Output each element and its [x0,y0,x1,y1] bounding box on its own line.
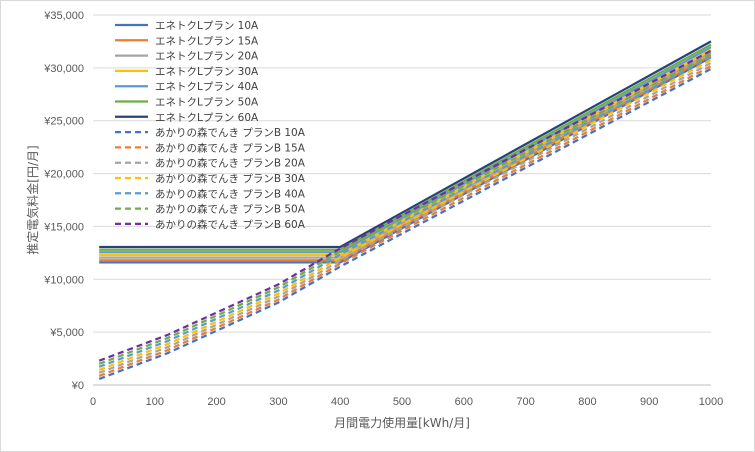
legend-label: あかりの森でんき プランB 50A [155,203,306,216]
y-axis-title: 推定電気料金[円/月] [25,145,40,254]
x-tick-labels: 0 100 200 300 400 500 600 700 800 900 1000 [90,396,723,408]
series-line-11 [98,58,712,371]
series-line-10 [98,61,712,374]
series-line-7 [99,40,712,249]
y-tick-label: ¥0 [71,380,84,392]
legend-label: あかりの森でんき プランB 60A [155,218,306,231]
y-tick-label: ¥25,000 [43,116,84,128]
series-line-12 [98,55,712,368]
x-tick-label: 900 [640,396,658,408]
x-tick-label: 800 [578,396,596,408]
legend-label: あかりの森でんき プランB 15A [155,141,306,154]
series-line-13 [98,52,712,365]
x-tick-label: 600 [455,396,473,408]
legend-label: あかりの森でんき プランB 30A [155,172,306,185]
x-tick-label: 1000 [699,396,723,408]
series-line-9 [98,65,712,377]
y-tick-label: ¥20,000 [43,169,84,181]
series-line-4 [99,48,712,257]
legend-label: エネトクLプラン 10A [155,20,259,32]
legend-label: エネトクLプラン 20A [155,51,259,63]
legend-label: エネトクLプラン 50A [155,97,259,109]
y-tick-label: ¥15,000 [43,221,84,233]
y-tick-label: ¥35,000 [43,10,84,22]
legend-label: エネトクLプラン 15A [155,35,259,47]
y-tick-labels: ¥0 ¥5,000 ¥10,000 ¥15,000 ¥20,000 ¥25,000 ¥30,… [43,10,84,392]
series-line-14 [98,49,712,362]
x-tick-label: 0 [90,396,96,408]
x-tick-label: 200 [207,396,225,408]
x-tick-label: 500 [393,396,411,408]
series-line-8 [98,67,712,380]
legend: エネトクLプラン 10A エネトクLプラン 15A エネトクLプラン 20A エネトク… [115,20,306,231]
x-axis-title: 月間電力使用量[kWh/月] [334,415,470,430]
x-tick-label: 400 [331,396,349,408]
legend-label: あかりの森でんき プランB 40A [155,187,306,200]
legend-label: あかりの森でんき プランB 20A [155,157,306,170]
x-tick-label: 300 [269,396,287,408]
legend-label: エネトクLプラン 60A [155,112,259,124]
y-tick-label: ¥10,000 [43,274,84,286]
legend-label: エネトクLプラン 40A [155,81,259,93]
series-lines [98,40,712,380]
x-tick-label: 100 [146,396,164,408]
x-tick-label: 700 [516,396,534,408]
series-line-2 [99,54,712,262]
y-tick-label: ¥5,000 [49,327,84,339]
y-tick-label: ¥30,000 [43,63,84,75]
legend-label: エネトクLプラン 30A [155,66,259,78]
legend-label: あかりの森でんき プランB 10A [155,126,306,139]
series-line-1 [99,56,712,264]
